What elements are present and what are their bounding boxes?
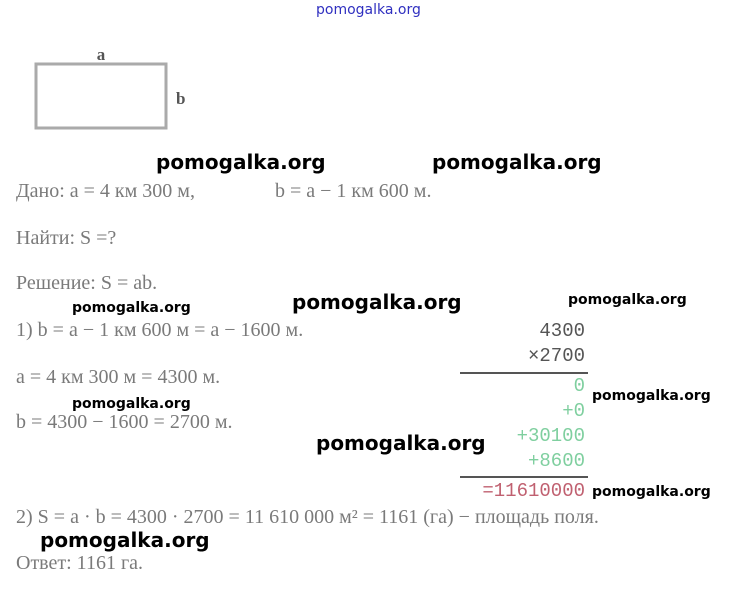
watermark: pomogalka.org (432, 150, 602, 174)
text-line: a = 4 км 300 м = 4300 м. (16, 366, 221, 388)
watermark: pomogalka.org (156, 150, 326, 174)
text-line: Дано: a = 4 км 300 м, (16, 180, 195, 202)
factor: 4300 (539, 320, 585, 342)
partial-product: +30100 (516, 425, 585, 447)
text-line: 1) b = a − 1 км 600 м = a − 1600 м. (16, 319, 304, 341)
side-label: a (97, 45, 106, 64)
partial-product: +0 (562, 400, 585, 422)
watermark: pomogalka.org (72, 300, 191, 316)
product: =11610000 (482, 480, 585, 502)
text-line: Ответ: 1161 га. (16, 552, 144, 574)
side-label: b (176, 89, 185, 108)
watermark: pomogalka.org (40, 528, 210, 552)
watermark: pomogalka.org (568, 292, 687, 308)
watermark: pomogalka.org (72, 396, 191, 412)
rule (460, 372, 588, 374)
text-line: b = 4300 − 1600 = 2700 м. (16, 411, 233, 433)
site-header: pomogalka.org (316, 2, 421, 18)
text-line: 2) S = a · b = 4300 · 2700 = 11 610 000 … (16, 506, 599, 528)
text-line: Найти: S =? (16, 227, 117, 249)
rectangle-figure: a b (34, 45, 185, 130)
watermark: pomogalka.org (592, 388, 711, 404)
text-line: Решение: S = ab. (16, 272, 158, 294)
text-line: b = a − 1 км 600 м. (275, 180, 432, 202)
watermark: pomogalka.org (292, 290, 462, 314)
partial-product: +8600 (527, 450, 585, 472)
partial-product: 0 (573, 375, 585, 397)
watermark: pomogalka.org (316, 431, 486, 455)
factor: ×2700 (527, 345, 585, 367)
watermark: pomogalka.org (592, 484, 711, 500)
rectangle (34, 62, 168, 130)
rule (460, 476, 588, 478)
